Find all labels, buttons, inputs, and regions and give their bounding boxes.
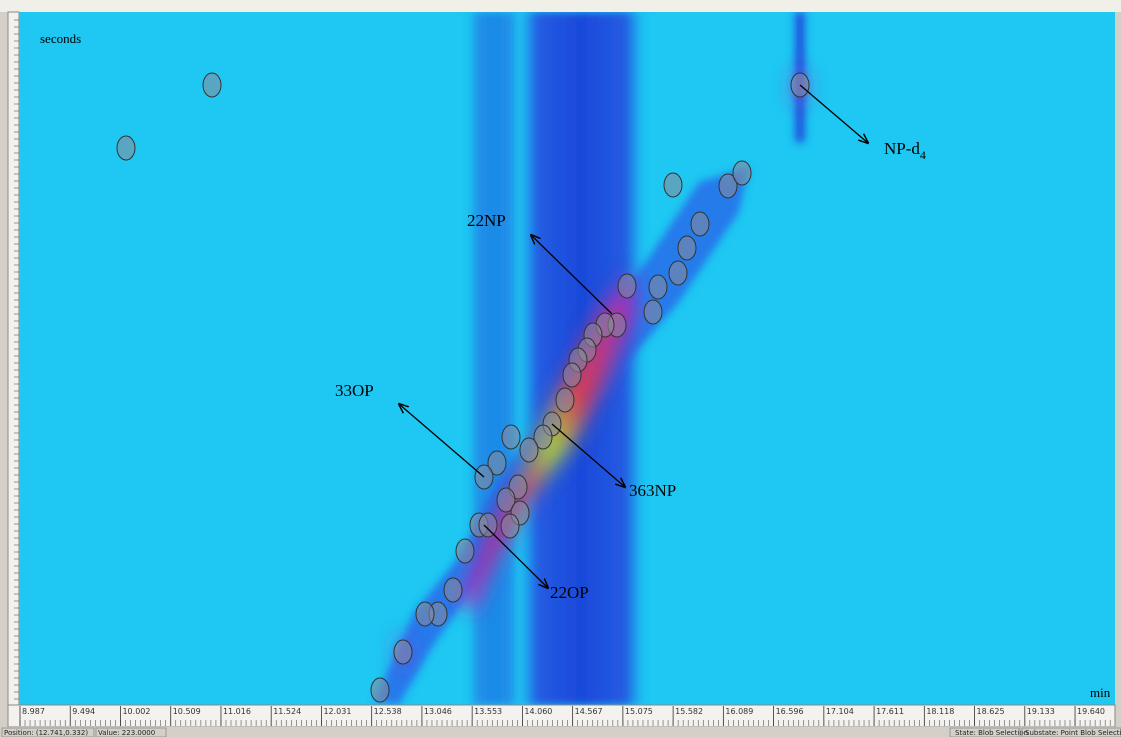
blob-marker — [664, 173, 682, 197]
blob-marker — [520, 438, 538, 462]
window-edge — [0, 12, 8, 705]
blob-marker — [691, 212, 709, 236]
x-tick-label: 18.118 — [926, 707, 954, 716]
top-strip — [0, 0, 1121, 12]
x-tick-label: 12.031 — [323, 707, 351, 716]
x-axis-label: min — [1090, 685, 1111, 700]
annotation: 33OP — [335, 381, 374, 400]
annotation: 22OP — [550, 583, 589, 602]
annotation: 22NP — [467, 211, 506, 230]
x-tick-label: 14.567 — [575, 707, 603, 716]
x-tick-label: 12.538 — [374, 707, 402, 716]
x-tick-label: 16.596 — [776, 707, 804, 716]
status-position: Position: (12.741,0.332) — [4, 729, 88, 737]
status-state: State: Blob Selection — [955, 729, 1028, 737]
blob-marker — [644, 300, 662, 324]
x-tick-label: 17.104 — [826, 707, 854, 716]
blob-marker — [618, 274, 636, 298]
blob-marker — [501, 514, 519, 538]
x-tick-label: 18.625 — [977, 707, 1005, 716]
x-tick-label: 8.987 — [22, 707, 45, 716]
x-tick-label: 10.509 — [173, 707, 201, 716]
y-axis-label: seconds — [40, 31, 81, 46]
annotation-subscript: 4 — [920, 148, 926, 162]
blob-marker — [733, 161, 751, 185]
status-value: Value: 223.0000 — [98, 729, 155, 737]
blob-marker — [669, 261, 687, 285]
x-tick-label: 13.553 — [474, 707, 502, 716]
x-tick-label: 9.494 — [72, 707, 95, 716]
blob-marker — [456, 539, 474, 563]
annotation-text: NP-d — [884, 139, 920, 158]
screen: seconds min NP-d4 22NP 33OP 363NP 22OP 8… — [0, 0, 1121, 737]
annotation: 363NP — [629, 481, 676, 500]
x-tick-label: 19.640 — [1077, 707, 1105, 716]
x-tick-label: 11.016 — [223, 707, 251, 716]
blob-marker — [678, 236, 696, 260]
status-substate: Substate: Point Blob Selectio — [1025, 729, 1121, 737]
blob-marker — [203, 73, 221, 97]
x-tick-label: 16.089 — [725, 707, 753, 716]
blob-marker — [117, 136, 135, 160]
x-tick-label: 19.133 — [1027, 707, 1055, 716]
x-tick-label: 14.060 — [524, 707, 552, 716]
blob-marker — [502, 425, 520, 449]
x-tick-label: 17.611 — [876, 707, 904, 716]
blob-marker — [444, 578, 462, 602]
x-tick-label: 15.075 — [625, 707, 653, 716]
blob-marker — [563, 363, 581, 387]
x-tick-label: 11.524 — [273, 707, 301, 716]
blob-marker — [416, 602, 434, 626]
blob-marker — [556, 388, 574, 412]
x-tick-label: 13.046 — [424, 707, 452, 716]
x-tick-label: 15.582 — [675, 707, 703, 716]
x-tick-label: 10.002 — [122, 707, 150, 716]
blob-marker — [479, 513, 497, 537]
page: seconds min NP-d4 22NP 33OP 363NP 22OP 8… — [0, 0, 1121, 737]
blob-marker — [394, 640, 412, 664]
blob-marker — [371, 678, 389, 702]
blob-marker — [649, 275, 667, 299]
